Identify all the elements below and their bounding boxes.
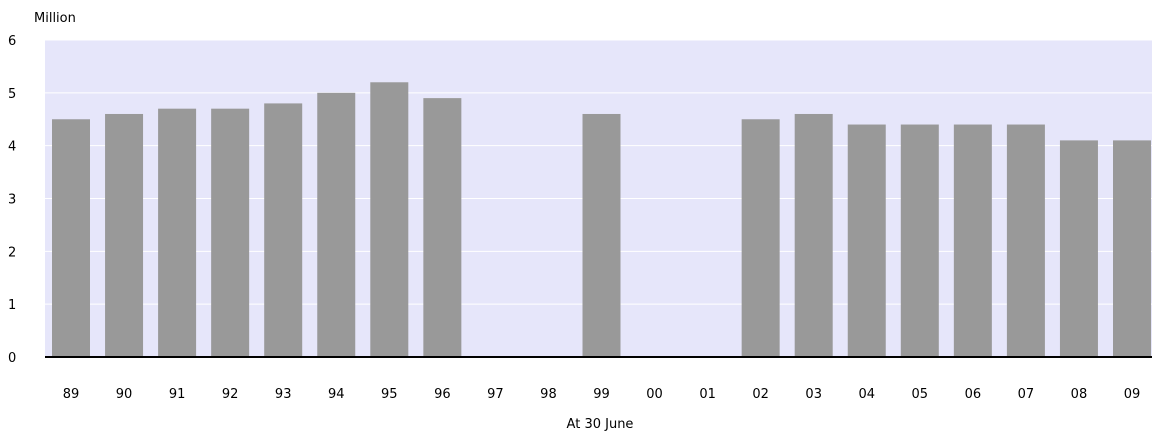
x-tick-label: 97 [487,387,504,402]
x-tick-label: 00 [646,387,663,402]
x-tick-label: 92 [222,387,239,402]
x-tick-label: 06 [965,387,982,402]
bar-07 [1006,124,1045,357]
x-tick-labels: 89 90 91 92 93 94 95 96 97 98 99 00 01 02 03 04 05 06 07 08… [63,387,1141,402]
y-tick-label: 1 [8,298,16,313]
x-tick-label: 99 [593,387,610,402]
y-tick-label: 3 [8,193,16,208]
y-tick-label: 2 [8,245,16,260]
bar-94 [317,92,356,357]
x-tick-label: 04 [858,387,875,402]
x-tick-label: 93 [275,387,292,402]
bar-95 [370,82,409,358]
bar-99 [582,113,621,357]
x-tick-label: 94 [328,387,345,402]
y-axis-title: Million [34,11,76,26]
y-tick-labels: 0 1 2 3 4 5 6 [8,34,16,366]
bar-09 [1113,140,1151,357]
x-tick-label: 90 [116,387,133,402]
bar-03 [794,113,833,357]
bar-06 [953,124,992,357]
x-tick-label: 01 [699,387,716,402]
y-tick-label: 0 [8,351,16,366]
x-tick-label: 91 [169,387,186,402]
x-tick-label: 03 [805,387,822,402]
x-tick-label: 95 [381,387,398,402]
bar-89 [52,119,90,357]
bar-08 [1059,140,1098,357]
x-tick-label: 02 [752,387,769,402]
y-tick-label: 6 [8,34,16,49]
bar-92 [211,108,250,358]
bar-96 [423,98,462,358]
x-tick-label: 96 [434,387,451,402]
x-axis-title: At 30 June [567,417,634,432]
y-tick-label: 5 [8,87,16,102]
bars [52,82,1151,358]
y-tick-label: 4 [8,140,16,155]
bar-04 [847,124,886,357]
x-tick-label: 09 [1124,387,1141,402]
x-tick-label: 05 [912,387,929,402]
bar-02 [741,119,780,357]
bar-05 [900,124,939,357]
bar-90 [105,113,144,357]
x-tick-label: 89 [63,387,80,402]
bar-93 [264,103,303,358]
x-tick-label: 07 [1018,387,1035,402]
x-tick-label: 98 [540,387,557,402]
x-tick-label: 08 [1071,387,1088,402]
bar-91 [158,108,197,358]
